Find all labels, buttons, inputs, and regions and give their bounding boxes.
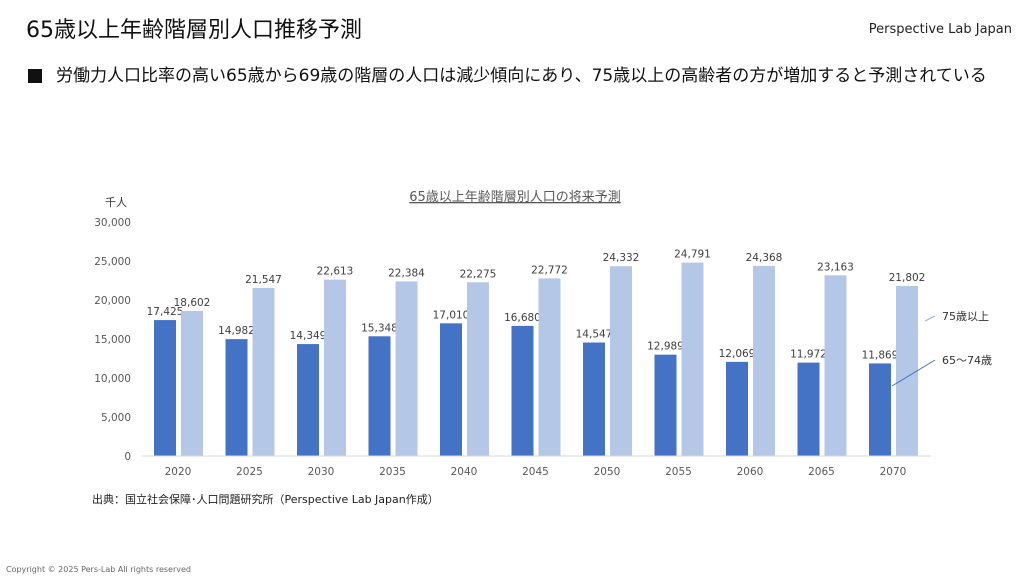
copyright: Copyright © 2025 Pers-Lab All rights res… (6, 565, 191, 574)
bar-65-74 (511, 325, 534, 456)
y-tick-label: 15,000 (94, 334, 131, 346)
data-label: 22,613 (317, 266, 354, 278)
page-title: 65歳以上年齢階層別人口推移予測 (26, 18, 362, 43)
data-label: 17,010 (433, 309, 470, 321)
bar-75-plus (538, 278, 561, 456)
x-tick-label: 2065 (808, 466, 835, 478)
bar-75-plus (181, 310, 203, 456)
data-label: 24,368 (746, 252, 783, 264)
data-label: 11,869 (862, 349, 899, 361)
legend-leader-75-plus (924, 315, 936, 322)
x-tick-label: 2070 (880, 466, 907, 478)
y-tick-label: 10,000 (94, 373, 131, 385)
data-label: 22,772 (531, 264, 568, 276)
bar-65-74 (154, 320, 176, 456)
data-label: 23,163 (817, 261, 854, 273)
data-label: 24,332 (603, 252, 640, 264)
y-tick-label: 5,000 (101, 412, 131, 424)
bar-65-74 (726, 361, 748, 456)
data-label: 14,982 (218, 325, 255, 337)
data-label: 18,602 (174, 297, 211, 309)
legend-label-75-plus: 75歳以上 (942, 310, 989, 323)
legend-leader-65-74 (891, 359, 936, 387)
bar-75-plus (395, 281, 418, 456)
x-tick-label: 2025 (236, 466, 263, 478)
data-label: 17,425 (147, 306, 184, 318)
x-tick-label: 2055 (665, 466, 692, 478)
data-label: 16,680 (504, 312, 541, 324)
x-tick-label: 2050 (594, 466, 621, 478)
bar-75-plus (753, 265, 775, 456)
data-label: 14,547 (576, 329, 613, 341)
bar-65-74 (368, 336, 391, 456)
bullet-point: 労働力人口比率の高い65歳から69歳の階層の人口は減少傾向にあり、75歳以上の高… (28, 64, 988, 89)
data-label: 11,972 (790, 349, 827, 361)
y-tick-label: 25,000 (94, 256, 131, 268)
bar-65-74 (297, 344, 319, 456)
data-label: 21,547 (245, 274, 282, 286)
x-tick-label: 2030 (308, 466, 335, 478)
bar-75-plus (681, 262, 704, 456)
bar-65-74 (654, 354, 677, 456)
x-tick-label: 2035 (379, 466, 406, 478)
data-label: 22,384 (388, 267, 425, 279)
bar-75-plus (896, 285, 918, 456)
bar-75-plus (610, 266, 632, 456)
bar-65-74 (583, 342, 605, 456)
data-label: 14,349 (290, 330, 327, 342)
x-tick-label: 2020 (165, 466, 192, 478)
source-note: 出典：国立社会保障･人口問題研究所（Perspective Lab Japan作… (92, 493, 439, 506)
data-label: 12,069 (719, 348, 756, 360)
bullet-text: 労働力人口比率の高い65歳から69歳の階層の人口は減少傾向にあり、75歳以上の高… (56, 66, 987, 86)
y-tick-label: 20,000 (94, 295, 131, 307)
bar-65-74 (440, 323, 462, 456)
bar-75-plus (467, 282, 489, 456)
bar-75-plus (252, 287, 275, 456)
bar-75-plus (824, 275, 847, 456)
x-tick-label: 2045 (522, 466, 549, 478)
data-label: 21,802 (889, 272, 926, 284)
square-bullet-icon (28, 69, 42, 83)
y-axis-unit-label: 千人 (105, 196, 127, 209)
legend-label-65-74: 65〜74歳 (942, 354, 992, 367)
data-label: 12,989 (647, 341, 684, 353)
chart-title: 65歳以上年齢階層別人口の将来予測 (409, 190, 621, 205)
brand-logo-text: Perspective Lab Japan (868, 22, 1012, 37)
data-label: 15,348 (361, 322, 398, 334)
x-tick-label: 2040 (451, 466, 478, 478)
data-label: 22,275 (460, 268, 497, 280)
data-label: 24,791 (674, 249, 711, 261)
bar-65-74 (225, 339, 248, 456)
y-tick-label: 30,000 (94, 217, 131, 229)
y-tick-label: 0 (124, 451, 131, 463)
bar-65-74 (869, 363, 891, 456)
x-tick-label: 2060 (737, 466, 764, 478)
bar-75-plus (324, 279, 346, 456)
bar-65-74 (797, 362, 820, 456)
